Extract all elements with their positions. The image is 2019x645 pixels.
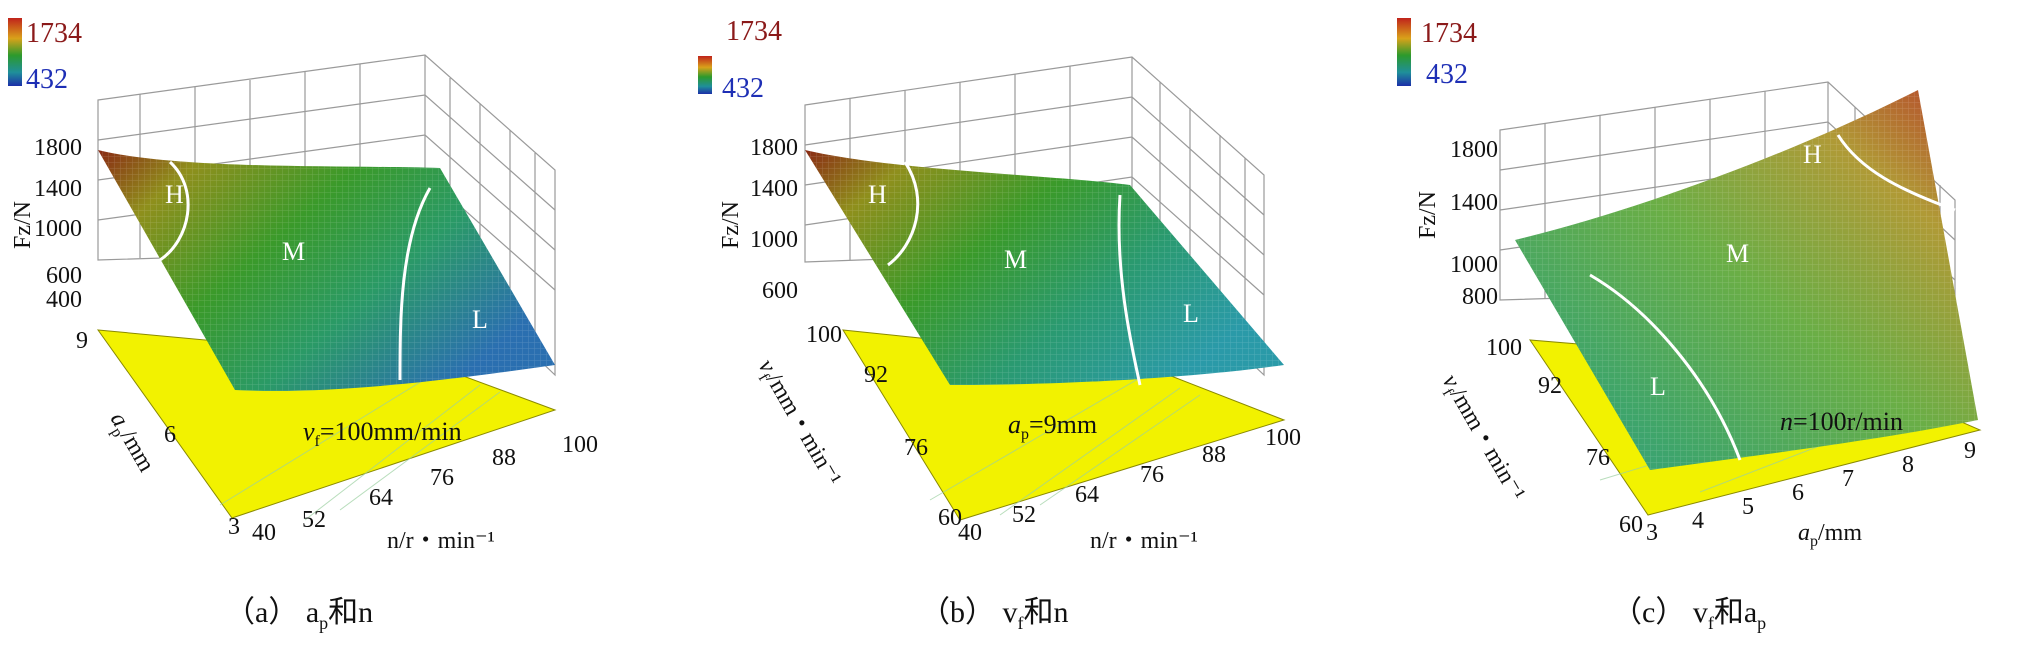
colorbar-min-c: 432 (1426, 59, 1468, 90)
x-tick-b: 100 (1265, 425, 1301, 451)
region-label-M-b: M (1004, 245, 1027, 274)
z-tick-c: 1800 (1450, 137, 1498, 163)
caption-a: （a） ap和n (225, 596, 373, 633)
x-tick-c: 6 (1792, 480, 1804, 506)
z-tick-a: 1400 (34, 176, 82, 202)
z-tick-b: 600 (762, 278, 798, 304)
y-tick-c: 100 (1486, 335, 1522, 361)
x-tick-c: 3 (1646, 520, 1658, 546)
z-tick-a: 600 (46, 263, 82, 289)
z-tick-c: 800 (1462, 284, 1498, 310)
colorbar-max-a: 1734 (26, 18, 82, 49)
y-axis-label-c: vf/mm・min⁻¹ (1433, 370, 1530, 507)
colorbar-max-c: 1734 (1421, 18, 1477, 49)
region-label-M-a: M (282, 237, 305, 266)
z-axis-a: 1800 1400 1000 600 400 Fz/N (10, 135, 82, 313)
region-label-L-b: L (1183, 299, 1199, 328)
x-tick-b: 76 (1140, 462, 1164, 488)
contour-lines-b (887, 161, 1142, 386)
colorbar-min-b: 432 (722, 73, 764, 104)
x-tick-c: 9 (1964, 438, 1976, 464)
x-tick-a: 52 (302, 507, 326, 533)
caption-b: （b） vf和n (920, 596, 1069, 633)
region-label-L-c: L (1650, 372, 1666, 401)
y-tick-a: 9 (76, 328, 88, 354)
panel-b: 1734 432 H M L 1800 1400 1000 600 Fz/N (698, 16, 1301, 633)
y-tick-c: 60 (1619, 512, 1643, 538)
z-axis-label-a: Fz/N (10, 201, 36, 249)
x-axis-label-b: n/r・min⁻¹ (1090, 528, 1198, 554)
x-tick-a: 76 (430, 465, 454, 491)
contour-lines-c (1589, 134, 1956, 461)
x-tick-b: 64 (1075, 482, 1099, 508)
y-axis-label-b: vf/mm・min⁻¹ (749, 355, 846, 492)
x-tick-b: 52 (1012, 502, 1036, 528)
z-tick-b: 1400 (750, 176, 798, 202)
y-tick-b: 60 (938, 505, 962, 531)
z-tick-c: 1000 (1450, 252, 1498, 278)
x-tick-a: 88 (492, 445, 516, 471)
x-tick-b: 40 (958, 520, 982, 546)
z-tick-b: 1000 (750, 227, 798, 253)
x-tick-c: 7 (1842, 466, 1854, 492)
y-tick-a: 3 (228, 514, 240, 540)
colorbar-b (698, 56, 712, 94)
fixed-param-a: vf=100mm/min (303, 417, 462, 450)
y-tick-b: 92 (864, 362, 888, 388)
caption-c: （c） vf和ap (1612, 596, 1766, 633)
fixed-param-c: n=100r/min (1780, 407, 1903, 436)
region-label-H-c: H (1803, 140, 1822, 169)
colorbar-max-b: 1734 (726, 16, 782, 47)
x-tick-a: 64 (369, 485, 393, 511)
region-label-L-a: L (472, 305, 488, 334)
colorbar-min-a: 432 (26, 64, 68, 95)
y-tick-b: 100 (806, 322, 842, 348)
region-label-H-b: H (868, 180, 887, 209)
x-axis-a: 40 52 64 76 88 100 n/r・min⁻¹ (252, 432, 598, 554)
x-tick-b: 88 (1202, 442, 1226, 468)
z-tick-a: 1000 (34, 216, 82, 242)
colorbar-c (1397, 18, 1411, 86)
region-label-H-a: H (165, 180, 184, 209)
x-tick-c: 5 (1742, 494, 1754, 520)
z-axis-c: 1800 1400 1000 800 Fz/N (1415, 137, 1498, 310)
z-axis-label-c: Fz/N (1415, 191, 1441, 239)
z-tick-c: 1400 (1450, 190, 1498, 216)
y-tick-b: 76 (904, 435, 928, 461)
y-axis-label-a: ap/mm (101, 408, 159, 479)
y-tick-c: 76 (1586, 445, 1610, 471)
y-tick-c: 92 (1538, 373, 1562, 399)
x-tick-c: 4 (1692, 508, 1704, 534)
x-tick-c: 8 (1902, 452, 1914, 478)
x-tick-a: 40 (252, 520, 276, 546)
fixed-param-b: ap=9mm (1008, 410, 1097, 443)
panel-a: 1734 432 H M L 1800 1400 1000 (8, 18, 598, 633)
z-tick-b: 1800 (750, 135, 798, 161)
y-tick-a: 6 (164, 422, 176, 448)
z-tick-a: 400 (46, 287, 82, 313)
panel-c: 1734 432 H M L 1800 1400 1000 800 Fz/N (1397, 18, 1982, 633)
x-axis-label-c: ap/mm (1798, 520, 1862, 550)
z-axis-label-b: Fz/N (718, 201, 744, 249)
z-axis-b: 1800 1400 1000 600 Fz/N (718, 135, 798, 304)
x-axis-c: 3 4 5 6 7 8 9 ap/mm (1646, 438, 1976, 550)
x-axis-label-a: n/r・min⁻¹ (387, 528, 495, 554)
x-tick-a: 100 (562, 432, 598, 458)
x-axis-b: 40 52 64 76 88 100 n/r・min⁻¹ (958, 425, 1301, 554)
z-tick-a: 1800 (34, 135, 82, 161)
contour-lines-a (159, 160, 432, 381)
region-label-M-c: M (1726, 239, 1749, 268)
colorbar-a (8, 18, 22, 86)
